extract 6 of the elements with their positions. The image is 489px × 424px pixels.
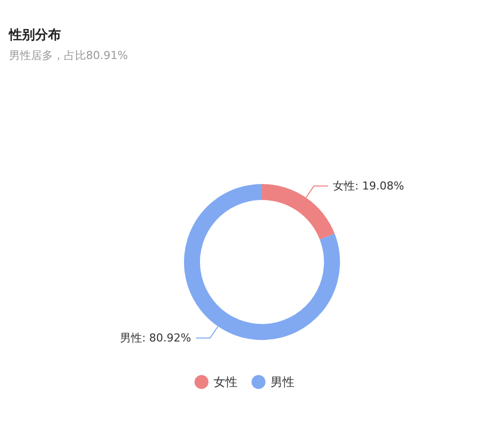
chart-title: 性别分布 <box>8 28 61 43</box>
legend-label: 女性 <box>214 375 238 389</box>
legend-label: 男性 <box>270 375 294 389</box>
data-label: 男性: 80.92% <box>120 331 192 344</box>
data-label: 女性: 19.08% <box>332 180 404 193</box>
chart-subtitle: 男性居多，占比80.91% <box>9 49 128 62</box>
